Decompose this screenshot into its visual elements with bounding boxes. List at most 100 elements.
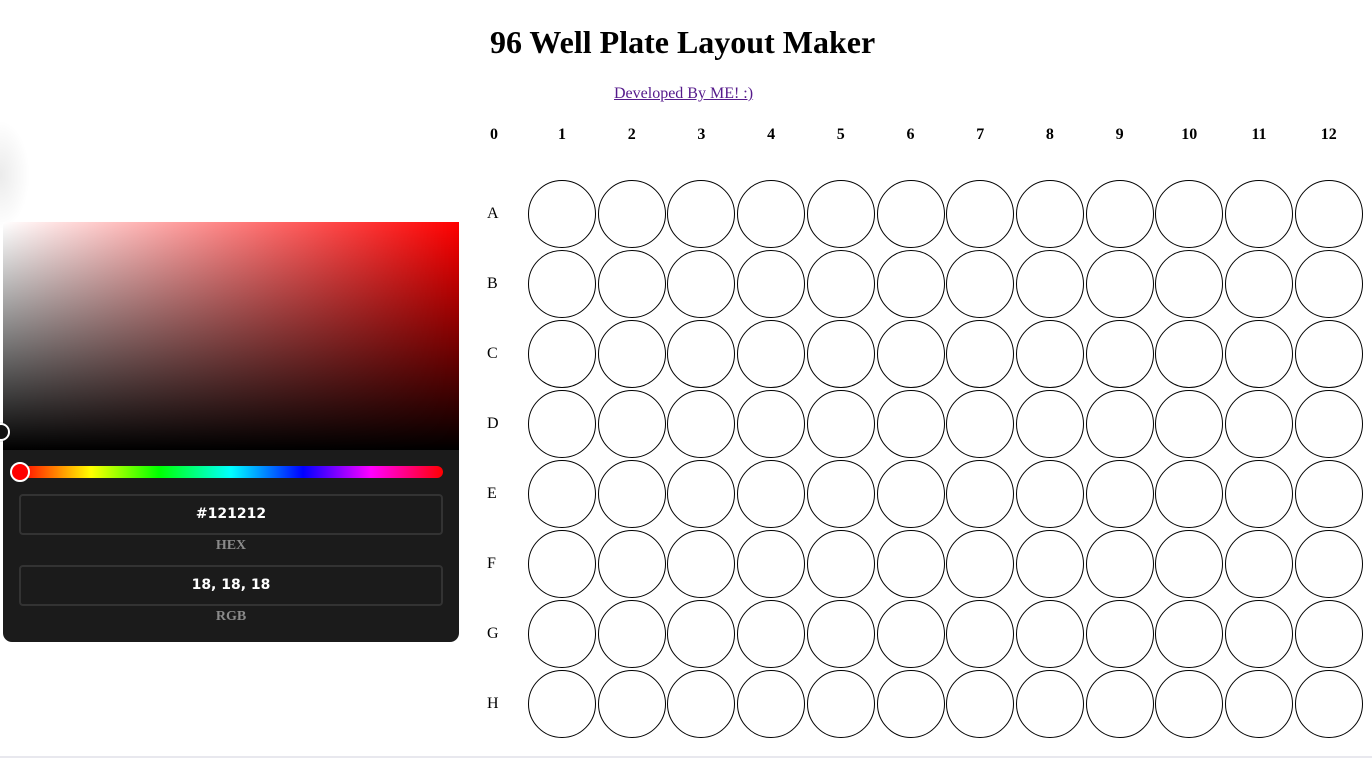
well[interactable] bbox=[528, 250, 596, 318]
well[interactable] bbox=[946, 390, 1015, 458]
well[interactable] bbox=[876, 180, 945, 248]
well[interactable] bbox=[1294, 460, 1363, 528]
well[interactable] bbox=[1015, 530, 1084, 598]
well[interactable] bbox=[946, 180, 1015, 248]
well[interactable] bbox=[1015, 390, 1084, 458]
well[interactable] bbox=[1294, 670, 1363, 738]
saturation-handle[interactable] bbox=[0, 423, 10, 441]
well[interactable] bbox=[1085, 180, 1154, 248]
well[interactable] bbox=[737, 390, 806, 458]
hex-input[interactable]: #121212 bbox=[19, 494, 443, 535]
well[interactable] bbox=[1015, 600, 1084, 668]
well[interactable] bbox=[667, 390, 736, 458]
well[interactable] bbox=[876, 390, 945, 458]
well[interactable] bbox=[597, 320, 666, 388]
well[interactable] bbox=[528, 180, 596, 248]
well[interactable] bbox=[737, 670, 806, 738]
well[interactable] bbox=[1225, 600, 1293, 668]
well[interactable] bbox=[528, 320, 596, 388]
well[interactable] bbox=[876, 320, 945, 388]
well[interactable] bbox=[597, 600, 666, 668]
well[interactable] bbox=[806, 320, 875, 388]
well[interactable] bbox=[597, 250, 666, 318]
developer-link[interactable]: Developed By ME! :) bbox=[614, 85, 754, 102]
well[interactable] bbox=[1225, 180, 1293, 248]
well[interactable] bbox=[1225, 320, 1293, 388]
well[interactable] bbox=[737, 320, 806, 388]
well[interactable] bbox=[528, 600, 596, 668]
well[interactable] bbox=[806, 670, 875, 738]
well[interactable] bbox=[1155, 600, 1224, 668]
well[interactable] bbox=[806, 180, 875, 248]
well[interactable] bbox=[1155, 670, 1224, 738]
well[interactable] bbox=[528, 530, 596, 598]
well[interactable] bbox=[806, 600, 875, 668]
well[interactable] bbox=[946, 600, 1015, 668]
well[interactable] bbox=[597, 460, 666, 528]
well[interactable] bbox=[876, 670, 945, 738]
well[interactable] bbox=[528, 460, 596, 528]
well[interactable] bbox=[1085, 320, 1154, 388]
well[interactable] bbox=[1294, 530, 1363, 598]
well[interactable] bbox=[1155, 390, 1224, 458]
well[interactable] bbox=[876, 530, 945, 598]
well[interactable] bbox=[667, 670, 736, 738]
well[interactable] bbox=[1155, 460, 1224, 528]
well[interactable] bbox=[1015, 320, 1084, 388]
well[interactable] bbox=[1015, 250, 1084, 318]
well[interactable] bbox=[876, 600, 945, 668]
well[interactable] bbox=[1155, 530, 1224, 598]
well[interactable] bbox=[1155, 180, 1224, 248]
well[interactable] bbox=[597, 180, 666, 248]
well[interactable] bbox=[946, 530, 1015, 598]
well[interactable] bbox=[1085, 670, 1154, 738]
well[interactable] bbox=[737, 600, 806, 668]
well[interactable] bbox=[1225, 390, 1293, 458]
well[interactable] bbox=[1085, 460, 1154, 528]
well[interactable] bbox=[1015, 670, 1084, 738]
well[interactable] bbox=[806, 390, 875, 458]
well[interactable] bbox=[1294, 180, 1363, 248]
saturation-area[interactable] bbox=[3, 222, 459, 450]
well[interactable] bbox=[1085, 390, 1154, 458]
well[interactable] bbox=[667, 250, 736, 318]
well[interactable] bbox=[667, 320, 736, 388]
well[interactable] bbox=[737, 250, 806, 318]
well[interactable] bbox=[806, 250, 875, 318]
well[interactable] bbox=[1294, 600, 1363, 668]
hue-handle[interactable] bbox=[10, 462, 30, 482]
well[interactable] bbox=[597, 670, 666, 738]
well[interactable] bbox=[737, 180, 806, 248]
hue-slider[interactable] bbox=[19, 466, 443, 478]
well[interactable] bbox=[667, 180, 736, 248]
well[interactable] bbox=[1155, 320, 1224, 388]
well[interactable] bbox=[1225, 250, 1293, 318]
well[interactable] bbox=[946, 460, 1015, 528]
well[interactable] bbox=[1085, 600, 1154, 668]
well[interactable] bbox=[528, 670, 596, 738]
well[interactable] bbox=[946, 670, 1015, 738]
well[interactable] bbox=[737, 530, 806, 598]
well[interactable] bbox=[946, 320, 1015, 388]
well[interactable] bbox=[806, 460, 875, 528]
well[interactable] bbox=[1085, 250, 1154, 318]
well[interactable] bbox=[1015, 460, 1084, 528]
well[interactable] bbox=[737, 460, 806, 528]
well[interactable] bbox=[667, 600, 736, 668]
well[interactable] bbox=[1155, 250, 1224, 318]
well[interactable] bbox=[1085, 530, 1154, 598]
well[interactable] bbox=[1225, 530, 1293, 598]
well[interactable] bbox=[1225, 460, 1293, 528]
well[interactable] bbox=[1015, 180, 1084, 248]
well[interactable] bbox=[1294, 390, 1363, 458]
well[interactable] bbox=[1294, 320, 1363, 388]
well[interactable] bbox=[667, 530, 736, 598]
well[interactable] bbox=[1225, 670, 1293, 738]
well[interactable] bbox=[597, 530, 666, 598]
well[interactable] bbox=[946, 250, 1015, 318]
well[interactable] bbox=[1294, 250, 1363, 318]
rgb-input[interactable]: 18, 18, 18 bbox=[19, 565, 443, 606]
well[interactable] bbox=[876, 460, 945, 528]
well[interactable] bbox=[667, 460, 736, 528]
well[interactable] bbox=[876, 250, 945, 318]
